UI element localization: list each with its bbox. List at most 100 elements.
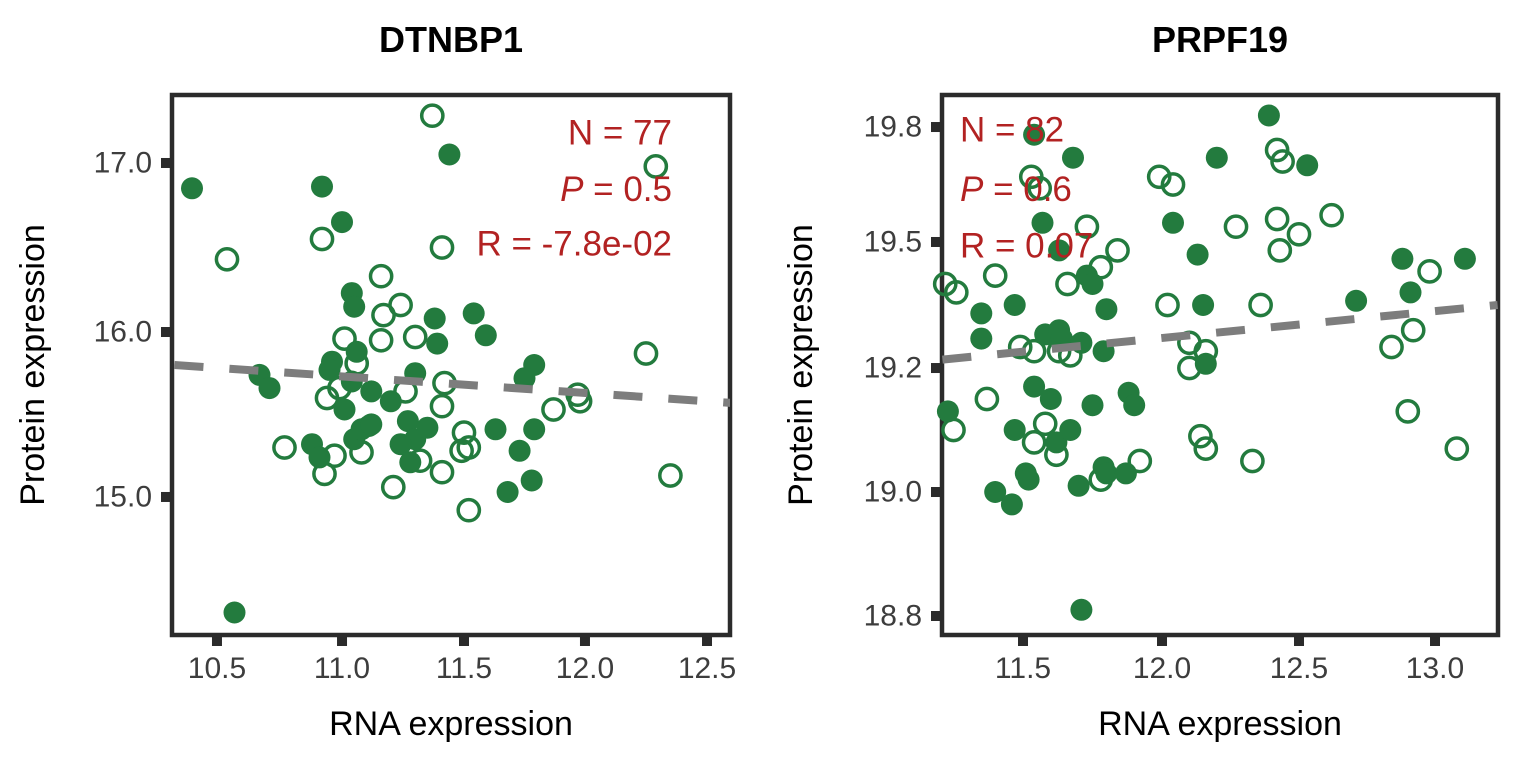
y-tick-label: 19.0 xyxy=(864,476,922,509)
data-point-open xyxy=(1286,221,1312,247)
annotation-r: R = 0.07 xyxy=(960,227,1093,266)
data-point-filled xyxy=(423,307,446,330)
data-point-open xyxy=(658,463,683,488)
data-point-filled xyxy=(1114,462,1137,485)
data-point-filled xyxy=(438,143,461,166)
x-tick-label: 12.5 xyxy=(678,652,736,685)
data-point-filled xyxy=(1205,146,1228,169)
data-point-open xyxy=(371,302,396,328)
y-tick-mark xyxy=(931,122,942,133)
y-axis-title: Protein expression xyxy=(782,224,820,506)
y-tick-mark xyxy=(161,327,172,338)
y-tick-mark xyxy=(931,610,942,621)
data-point-filled xyxy=(462,302,485,325)
data-point-open xyxy=(1400,317,1426,343)
data-point-filled xyxy=(343,295,366,318)
data-point-filled xyxy=(1067,474,1090,497)
annotation-n: N = 77 xyxy=(568,114,672,153)
data-point-open xyxy=(214,246,240,272)
data-point-open xyxy=(1264,206,1290,232)
y-tick-label: 17.0 xyxy=(94,146,152,179)
annotation-p: P = 0.6 xyxy=(960,170,1072,209)
data-point-filled xyxy=(1453,247,1476,270)
data-point-filled xyxy=(1194,352,1217,375)
data-point-open xyxy=(451,420,477,445)
data-point-open xyxy=(1444,436,1470,461)
data-point-filled xyxy=(1391,247,1414,270)
x-tick-mark xyxy=(579,635,590,646)
y-axis-title: Protein expression xyxy=(14,224,52,506)
data-point-filled xyxy=(360,380,383,403)
data-point-filled xyxy=(345,340,368,363)
x-tick-label: 12.0 xyxy=(1133,652,1191,685)
data-point-filled xyxy=(1345,289,1368,312)
data-point-open xyxy=(1105,238,1130,263)
data-point-open xyxy=(1395,399,1421,424)
data-point-filled xyxy=(508,439,531,462)
data-point-filled xyxy=(331,211,353,234)
data-point-open xyxy=(1074,214,1100,240)
x-tick-label: 10.5 xyxy=(188,652,246,685)
trend-line xyxy=(174,361,730,407)
data-point-filled xyxy=(513,367,536,390)
data-point-filled xyxy=(1031,211,1054,234)
data-point-open xyxy=(974,386,1000,412)
data-point-filled xyxy=(1059,419,1082,441)
data-point-filled xyxy=(1000,493,1023,516)
data-point-open xyxy=(1248,292,1273,318)
data-point-open xyxy=(643,154,669,179)
data-point-filled xyxy=(936,400,959,423)
data-point-filled xyxy=(333,398,356,421)
data-point-filled xyxy=(1023,375,1046,398)
x-tick-mark xyxy=(459,635,470,646)
data-point-open xyxy=(429,459,455,485)
trend-line xyxy=(942,301,1498,364)
x-tick-mark xyxy=(337,635,348,646)
panel-border xyxy=(939,92,1501,638)
data-point-open xyxy=(272,435,297,460)
data-point-filled xyxy=(970,302,993,325)
x-axis-title: RNA expression xyxy=(329,705,573,743)
data-point-open xyxy=(309,226,335,252)
data-point-open xyxy=(380,474,406,500)
y-tick-mark xyxy=(161,491,172,502)
data-point-open xyxy=(1032,411,1058,437)
data-point-filled xyxy=(1296,154,1319,177)
data-point-filled xyxy=(360,413,383,436)
data-point-filled xyxy=(399,451,422,474)
data-point-open xyxy=(368,263,394,289)
data-point-open xyxy=(1223,214,1249,240)
data-point-open xyxy=(456,435,482,460)
x-tick-mark xyxy=(702,635,713,646)
data-point-open xyxy=(1007,334,1033,360)
data-point-open xyxy=(402,324,428,350)
data-point-open xyxy=(1267,238,1293,263)
data-point-open xyxy=(429,235,455,260)
data-point-filled xyxy=(1070,598,1093,621)
y-tick-label: 19.2 xyxy=(864,352,922,385)
x-tick-label: 11.5 xyxy=(995,652,1051,685)
data-point-open xyxy=(332,326,357,351)
data-point-open xyxy=(419,103,445,129)
x-axis-title: RNA expression xyxy=(1098,705,1342,743)
data-point-open xyxy=(1240,448,1265,474)
data-point-filled xyxy=(523,418,546,441)
data-point-filled xyxy=(1123,394,1146,417)
data-point-open xyxy=(1188,423,1213,449)
data-point-open xyxy=(1146,164,1172,190)
data-point-filled xyxy=(474,324,497,347)
data-point-filled xyxy=(1048,239,1071,262)
x-tick-label: 11.5 xyxy=(436,652,492,685)
data-point-open xyxy=(1264,137,1290,163)
data-point-open xyxy=(982,263,1008,288)
y-tick-mark xyxy=(931,487,942,498)
y-tick-label: 19.5 xyxy=(864,225,922,258)
chart-panel-PRPF19: PRPF19 19.8 19.5 19.2 19.0 18.8 11.5 12.0 12.5 13… xyxy=(782,19,1501,743)
y-tick-mark xyxy=(931,236,942,247)
data-point-open xyxy=(541,397,566,422)
data-point-filled xyxy=(389,433,412,456)
y-tick-label: 15.0 xyxy=(94,480,152,513)
x-tick-mark xyxy=(1294,635,1305,646)
